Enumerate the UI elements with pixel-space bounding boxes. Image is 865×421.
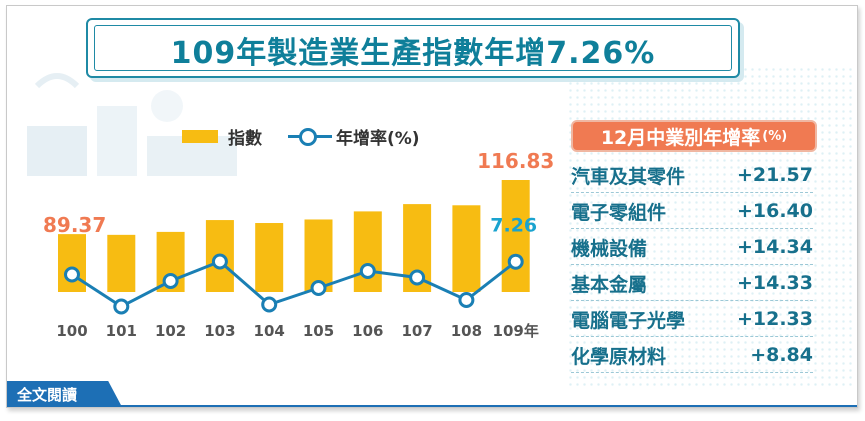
bar-data-label: 116.83	[477, 149, 554, 173]
bar	[353, 211, 382, 292]
bar	[107, 234, 136, 292]
industry-growth-value: +14.33	[736, 272, 813, 294]
industry-name: 電腦電子光學	[571, 309, 686, 332]
page-title: 109年製造業生產指數年增7.26%	[170, 36, 656, 71]
industry-name: 機械設備	[571, 237, 648, 260]
combo-chart: 100 101 102 103 104 105 106 107 108 109年 89.37 116.…	[43, 149, 554, 340]
x-tick-label: 101	[106, 322, 137, 340]
title-inner-border	[94, 25, 732, 71]
read-full-text-link[interactable]: 全文閱讀	[7, 381, 122, 407]
industry-name: 基本金屬	[571, 273, 648, 296]
growth-point	[458, 292, 475, 308]
growth-point	[261, 296, 278, 313]
industry-growth-value: +14.34	[736, 236, 813, 258]
x-tick-label: 103	[204, 322, 235, 340]
growth-line	[71, 259, 517, 309]
industry-row: 汽車及其零件 +21.57	[571, 158, 813, 193]
growth-point	[113, 298, 130, 315]
bar-data-label: 89.37	[43, 213, 106, 237]
growth-point	[310, 280, 327, 296]
x-tick-label: 106	[352, 322, 383, 340]
bar	[452, 205, 481, 292]
industry-name: 汽車及其零件	[571, 165, 686, 188]
bar	[501, 180, 530, 292]
title-box: 109年製造業生產指數年增7.26%	[86, 18, 740, 78]
growth-point	[409, 269, 426, 286]
industry-growth-value: +12.33	[736, 308, 813, 330]
growth-point	[162, 273, 179, 289]
panel-title: 12月中業別年增率 (%)	[571, 120, 817, 152]
infographic-frame: 109年製造業生產指數年增7.26% 指數 年增率(%) 100 101 102 10…	[6, 5, 858, 408]
growth-data-label: 7.26	[490, 215, 537, 237]
factory-illustration-icon	[27, 73, 237, 176]
legend-bar-label: 指數	[228, 128, 262, 149]
industry-row: 電子零組件 +16.40	[571, 194, 813, 229]
industry-row: 基本金屬 +14.33	[571, 266, 813, 301]
industry-growth-value: +21.57	[736, 164, 813, 186]
dot-pattern-background	[567, 66, 852, 386]
industry-growth-value: +16.40	[736, 200, 813, 222]
industry-row: 化學原材料 +8.84	[571, 338, 813, 373]
industry-name: 化學原材料	[571, 345, 667, 368]
industry-row: 電腦電子光學 +12.33	[571, 302, 813, 337]
bar	[304, 219, 333, 292]
growth-point	[211, 253, 228, 270]
x-tick-label: 108	[451, 322, 482, 340]
x-tick-label: 100	[56, 322, 87, 340]
panel-title-text: 12月中業別年增率	[600, 126, 761, 149]
x-tick-label: 102	[155, 322, 186, 340]
industry-name: 電子零組件	[571, 201, 667, 224]
growth-point	[507, 253, 524, 270]
legend-bar-swatch	[182, 129, 218, 143]
bottom-rule	[7, 405, 857, 407]
legend-line-label: 年增率(%)	[336, 128, 420, 149]
bar	[255, 223, 284, 292]
bar	[58, 234, 86, 292]
growth-point	[64, 266, 80, 283]
industry-growth-value: +8.84	[750, 344, 813, 366]
x-tick-label: 109年	[493, 322, 539, 340]
legend-line-swatch	[288, 126, 332, 146]
growth-point	[359, 263, 376, 279]
industry-row: 機械設備 +14.34	[571, 230, 813, 265]
chart-legend: 指數 年增率(%)	[182, 124, 420, 149]
x-tick-label: 104	[254, 322, 285, 340]
panel-title-unit: (%)	[762, 128, 788, 144]
x-tick-label: 105	[303, 322, 334, 340]
x-tick-label: 107	[401, 322, 432, 340]
industry-growth-panel: 12月中業別年增率 (%) 汽車及其零件 +21.57 電子零組件 +16.40 機械設備…	[571, 120, 819, 375]
